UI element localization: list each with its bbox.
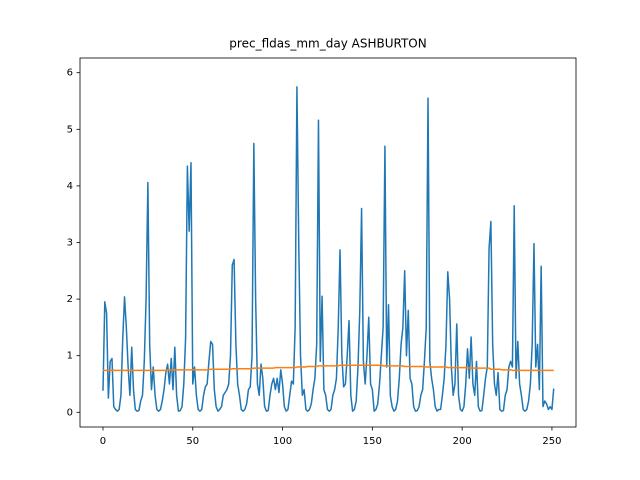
- chart-title: prec_fldas_mm_day ASHBURTON: [229, 37, 426, 51]
- y-tick-label: 1: [67, 351, 73, 362]
- y-tick-label: 4: [67, 181, 73, 192]
- x-tick-label: 100: [273, 436, 292, 447]
- x-tick-label: 50: [186, 436, 199, 447]
- y-tick-label: 5: [67, 124, 73, 135]
- y-tick-label: 2: [67, 294, 73, 305]
- x-tick-label: 150: [363, 436, 382, 447]
- y-tick-label: 3: [67, 238, 73, 249]
- plot-frame: [79, 57, 577, 428]
- line-series: [102, 86, 555, 412]
- x-tick-label: 0: [100, 436, 106, 447]
- y-tick-label: 6: [67, 68, 73, 79]
- x-tick-label: 250: [542, 436, 561, 447]
- x-tick-label: 200: [453, 436, 472, 447]
- line-series: [102, 364, 554, 372]
- y-tick-label: 0: [67, 407, 73, 418]
